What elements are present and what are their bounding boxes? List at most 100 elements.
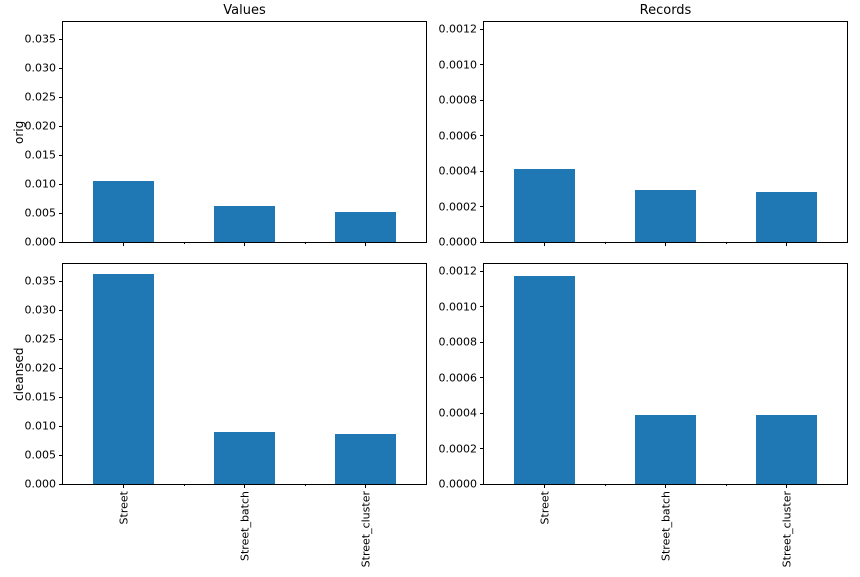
y-tick-mark — [59, 154, 63, 156]
y-tick-mark — [59, 309, 63, 311]
x-tick-mark — [786, 242, 787, 246]
x-tick-mark — [123, 484, 124, 488]
y-tick-mark — [480, 28, 484, 30]
y-axis-label: cleansed — [12, 347, 26, 401]
y-tick-label: 0.0010 — [438, 300, 478, 314]
y-tick-label: 0.030 — [24, 61, 57, 75]
y-tick-mark — [59, 454, 63, 456]
x-tick-label: Street — [538, 491, 551, 525]
y-tick-mark — [480, 448, 484, 450]
subplot-cleansed-records: 0.0000 0.0002 0.0004 0.0006 0.0008 0.0010 0.00… — [439, 263, 848, 567]
y-tick-label: 0.0006 — [438, 129, 478, 143]
x-tick-mark — [544, 484, 545, 488]
x-tick-mark — [244, 242, 245, 246]
bar-street_batch — [214, 432, 275, 484]
y-tick-mark — [59, 38, 63, 40]
y-tick-label: 0.030 — [24, 303, 57, 317]
y-tick-mark — [59, 183, 63, 185]
x-minor-tick-mark — [183, 242, 185, 244]
subplot-orig-records: Records 0.0000 0.0002 0.0004 0.0006 0.0008 0.… — [439, 3, 848, 248]
y-tick-mark — [480, 241, 484, 243]
y-tick-mark — [59, 241, 63, 243]
y-tick-label: 0.0000 — [438, 235, 478, 249]
x-minor-tick-mark — [183, 484, 185, 486]
y-tick-label: 0.000 — [24, 477, 57, 491]
y-tick-mark — [59, 396, 63, 398]
x-minor-tick-mark — [304, 242, 306, 244]
x-tick-label: Street_cluster — [780, 491, 793, 568]
y-axis-label: orig — [12, 120, 26, 144]
y-tick-label: 0.005 — [24, 206, 57, 220]
y-tick-label: 0.005 — [24, 448, 57, 462]
y-tick-label: 0.010 — [24, 177, 57, 191]
y-tick-mark — [59, 338, 63, 340]
y-tick-mark — [480, 206, 484, 208]
y-tick-mark — [480, 341, 484, 343]
bar-street — [93, 180, 154, 242]
x-minor-tick-mark — [725, 242, 727, 244]
x-tick-mark — [123, 242, 124, 246]
bar-street_cluster — [756, 414, 817, 484]
y-tick-mark — [59, 483, 63, 485]
x-tick-mark — [365, 484, 366, 488]
y-tick-label: 0.020 — [24, 361, 57, 375]
bar-street_cluster — [335, 433, 396, 484]
bar-street_batch — [635, 189, 696, 242]
bar-street_cluster — [756, 192, 817, 242]
x-minor-tick-mark — [725, 484, 727, 486]
y-tick-label: 0.0004 — [438, 406, 478, 420]
y-tick-label: 0.0004 — [438, 164, 478, 178]
y-tick-mark — [480, 270, 484, 272]
x-tick-mark — [365, 242, 366, 246]
subplot-cleansed-values: cleansed 0.000 0.005 0.010 0.015 0.020 0.025 0… — [12, 263, 427, 567]
y-tick-label: 0.0012 — [438, 264, 478, 278]
x-tick-mark — [544, 242, 545, 246]
y-tick-mark — [59, 212, 63, 214]
bar-street — [93, 274, 154, 484]
x-tick-label: Street_cluster — [359, 491, 372, 568]
bar-street_batch — [214, 206, 275, 242]
x-minor-tick-mark — [604, 484, 606, 486]
y-tick-mark — [480, 412, 484, 414]
bar-street — [514, 169, 575, 242]
x-tick-mark — [244, 484, 245, 488]
y-tick-label: 0.0002 — [438, 200, 478, 214]
subplot-title: Values — [223, 2, 266, 18]
bar-street — [514, 276, 575, 484]
bar-street_cluster — [335, 212, 396, 242]
y-tick-label: 0.025 — [24, 90, 57, 104]
x-tick-mark — [786, 484, 787, 488]
y-tick-mark — [59, 125, 63, 127]
y-tick-mark — [59, 425, 63, 427]
x-tick-label: Street_batch — [238, 491, 251, 561]
y-tick-mark — [480, 99, 484, 101]
y-tick-label: 0.035 — [24, 274, 57, 288]
x-tick-label: Street — [117, 491, 130, 525]
y-tick-label: 0.015 — [24, 390, 57, 404]
y-tick-label: 0.035 — [24, 32, 57, 46]
y-tick-label: 0.0002 — [438, 442, 478, 456]
y-tick-label: 0.025 — [24, 332, 57, 346]
y-tick-label: 0.015 — [24, 148, 57, 162]
y-tick-mark — [480, 377, 484, 379]
y-tick-label: 0.0006 — [438, 371, 478, 385]
y-tick-mark — [59, 280, 63, 282]
y-tick-mark — [480, 64, 484, 66]
y-tick-mark — [480, 170, 484, 172]
y-tick-mark — [480, 306, 484, 308]
y-tick-mark — [480, 483, 484, 485]
y-tick-mark — [59, 96, 63, 98]
y-tick-mark — [59, 67, 63, 69]
y-tick-label: 0.010 — [24, 419, 57, 433]
bar-street_batch — [635, 414, 696, 484]
x-tick-label: Street_batch — [659, 491, 672, 561]
subplot-title: Records — [639, 2, 692, 18]
subplot-orig-values: Values orig 0.000 0.005 0.010 0.015 0.020 0.0… — [12, 3, 427, 248]
x-tick-mark — [665, 242, 666, 246]
y-tick-mark — [480, 135, 484, 137]
y-tick-label: 0.0008 — [438, 335, 478, 349]
y-tick-label: 0.0008 — [438, 93, 478, 107]
x-tick-mark — [665, 484, 666, 488]
y-tick-label: 0.0000 — [438, 477, 478, 491]
